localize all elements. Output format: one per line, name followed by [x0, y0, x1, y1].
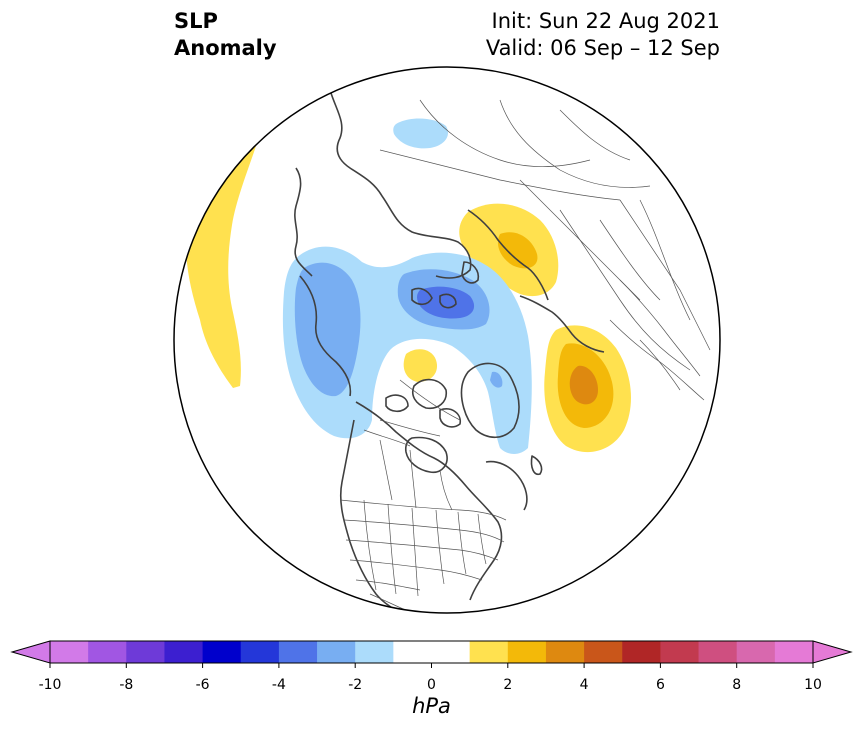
map-boundary — [173, 66, 721, 614]
colorbar-tick-label: -6 — [196, 677, 210, 693]
map-globe — [174, 67, 720, 613]
valid-range: Valid: 06 Sep – 12 Sep — [485, 36, 720, 60]
colorbar-tick-label: 0 — [427, 677, 436, 693]
colorbar-level — [355, 641, 394, 663]
polar-map — [173, 66, 721, 614]
colorbar-level — [736, 641, 776, 663]
colorbar-level — [50, 641, 89, 663]
colorbar-tick-label: -4 — [272, 677, 286, 693]
colorbar-extend-high — [812, 640, 853, 664]
colorbar-tick-label: 2 — [503, 677, 512, 693]
title-type: Anomaly — [174, 36, 277, 60]
colorbar-tick-label: -2 — [348, 677, 362, 693]
colorbar-levels — [10, 640, 853, 664]
colorbar: -10 -8 -6 -4 -2 0 2 4 6 8 10 — [10, 640, 853, 693]
colorbar-extend-low — [10, 640, 51, 664]
colorbar-level — [622, 641, 661, 663]
coastlines — [294, 89, 605, 613]
colorbar-tick-label: -8 — [119, 677, 133, 693]
colorbar-tick-label: 6 — [656, 677, 665, 693]
colorbar-tick-label: 4 — [580, 677, 589, 693]
colorbar-level — [660, 641, 700, 663]
title-right: Init: Sun 22 Aug 2021 Valid: 06 Sep – 12… — [486, 8, 720, 62]
colorbar-level — [545, 641, 585, 663]
title-left: SLP Anomaly — [174, 8, 277, 62]
colorbar-tick-label: 10 — [804, 677, 822, 693]
anomaly-mongolia — [393, 118, 449, 149]
anomaly-central-arctic — [403, 349, 438, 382]
colorbar-level — [393, 641, 471, 663]
colorbar-level — [240, 641, 280, 663]
anomaly-shading — [186, 118, 631, 454]
colorbar-ticks: -10 -8 -6 -4 -2 0 2 4 6 8 10 — [39, 663, 822, 693]
colorbar-tick-label: -10 — [39, 677, 62, 693]
colorbar-level — [774, 641, 814, 663]
political-borders — [339, 99, 711, 613]
colorbar-unit: hPa — [412, 694, 451, 718]
colorbar-level — [88, 641, 127, 663]
colorbar-tick-label: 8 — [732, 677, 741, 693]
colorbar-level — [278, 641, 318, 663]
colorbar-level — [164, 641, 204, 663]
colorbar-level — [507, 641, 547, 663]
colorbar-level — [202, 641, 242, 663]
colorbar-level — [584, 641, 623, 663]
colorbar-level — [126, 641, 165, 663]
title-variable: SLP — [174, 9, 218, 33]
colorbar-level — [469, 641, 509, 663]
init-date: Init: Sun 22 Aug 2021 — [491, 9, 720, 33]
colorbar-level — [317, 641, 356, 663]
colorbar-level — [698, 641, 738, 663]
